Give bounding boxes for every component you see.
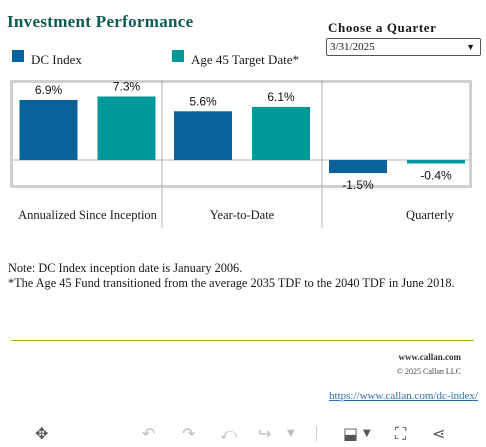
note-inception: Note: DC Index inception date is January… (8, 261, 243, 275)
category-label: Annualized Since Inception (18, 208, 158, 222)
notes: Note: DC Index inception date is January… (8, 261, 455, 291)
toolbar-divider (316, 426, 317, 441)
copyright: © 2025 Callan LLC (396, 367, 461, 376)
category-label: Year-to-Date (210, 208, 275, 222)
move-icon[interactable]: ✥ (35, 424, 49, 443)
legend-swatch-dc-index (12, 50, 24, 62)
data-label: -0.4% (420, 168, 452, 182)
data-label: 5.6% (189, 94, 217, 108)
quarter-select[interactable]: 3/31/2025 ▼ (326, 38, 481, 56)
quarter-select-value: 3/31/2025 (330, 41, 375, 53)
share-icon[interactable]: ⋖ (432, 424, 446, 443)
chevron-down-icon: ▼ (466, 42, 475, 52)
chevron-down-icon[interactable]: ▼ (363, 428, 371, 439)
legend-swatch-age45 (172, 50, 184, 62)
bar-dc-index (174, 111, 232, 160)
download-icon[interactable]: ⬓ (343, 424, 359, 443)
category-label: Quarterly (406, 208, 455, 222)
bar-age45 (252, 106, 310, 160)
legend-label-age45: Age 45 Target Date* (191, 52, 299, 67)
bar-age45 (407, 160, 465, 164)
performance-bar-chart: 6.9% 7.3% Annualized Since Inception 5.6% 6.… (13, 79, 469, 228)
site-name: www.callan.com (398, 352, 462, 362)
redo-icon[interactable]: ↷ (182, 424, 196, 443)
quarter-label: Choose a Quarter (328, 20, 437, 35)
data-label: -1.5% (342, 178, 374, 192)
chart-frame (10, 80, 472, 188)
bar-dc-index (329, 160, 387, 174)
fullscreen-icon[interactable]: ⛶ (395, 424, 407, 443)
legend-label-dc-index: DC Index (31, 52, 82, 67)
data-label: 6.9% (35, 83, 63, 97)
divider (11, 340, 474, 341)
toolbar: ✥ ↶ ↷ ⤺ ↪ ▼ ⬓ ▼ ⛶ ⋖ (0, 420, 486, 447)
data-label: 6.1% (267, 90, 295, 104)
forward-icon[interactable]: ↪ (258, 424, 272, 443)
undo-icon[interactable]: ↶ (142, 424, 156, 443)
data-label: 7.3% (113, 79, 141, 93)
page-title: Investment Performance (7, 12, 194, 31)
revert-icon[interactable]: ⤺ (220, 424, 238, 443)
bar-dc-index (19, 99, 78, 160)
note-transition: *The Age 45 Fund transitioned from the a… (8, 276, 455, 290)
chevron-down-icon[interactable]: ▼ (287, 428, 295, 439)
bar-age45 (97, 96, 156, 160)
dc-index-link[interactable]: https://www.callan.com/dc-index/ (329, 390, 478, 402)
